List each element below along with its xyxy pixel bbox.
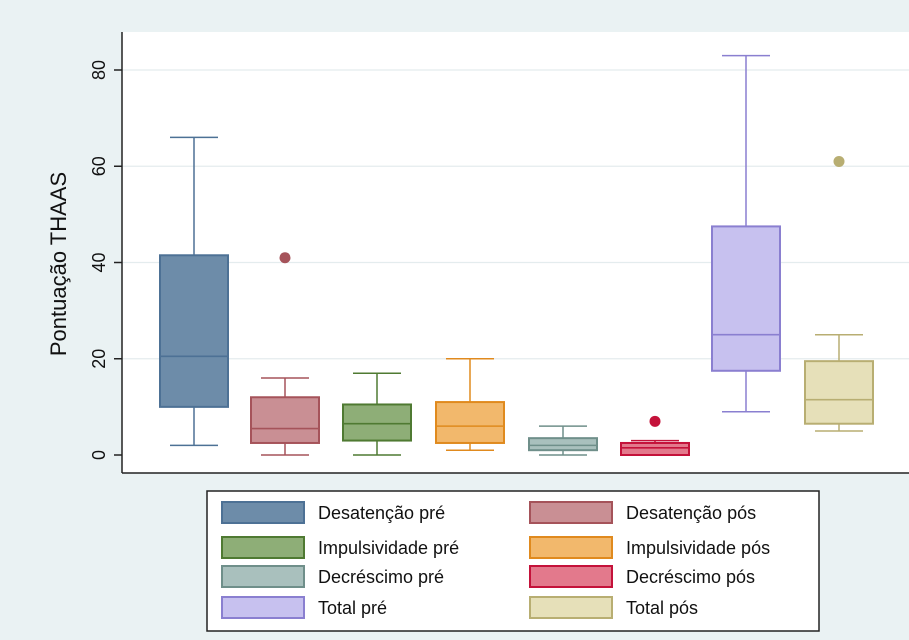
box-8 <box>804 155 874 432</box>
legend-label: Decréscimo pré <box>318 567 444 587</box>
legend-swatch <box>529 596 613 619</box>
iqr-box <box>528 437 598 452</box>
iqr-box <box>435 401 505 444</box>
outlier-point <box>279 252 291 264</box>
legend: Desatenção pré Desatenção pós Impulsividad… <box>221 501 770 619</box>
outlier-point <box>833 155 845 167</box>
box-2 <box>250 252 320 456</box>
legend-swatch <box>221 565 305 588</box>
legend-swatch <box>529 565 613 588</box>
legend-label: Impulsividade pré <box>318 538 459 558</box>
box-1 <box>159 136 229 447</box>
box-5 <box>528 425 598 456</box>
y-tick-label: 40 <box>89 252 109 272</box>
y-tick-label: 80 <box>89 60 109 80</box>
legend-label: Decréscimo pós <box>626 567 755 587</box>
y-tick-label: 0 <box>89 450 109 460</box>
legend-swatch <box>221 596 305 619</box>
legend-label: Total pré <box>318 598 387 618</box>
box-3 <box>342 372 412 456</box>
legend-label: Desatenção pós <box>626 503 756 523</box>
legend-swatch <box>529 536 613 559</box>
box-6 <box>620 415 690 456</box>
box-7 <box>711 54 781 413</box>
y-axis-label: Pontuação THAAS <box>46 172 71 356</box>
legend-swatch <box>529 501 613 524</box>
legend-label: Impulsividade pós <box>626 538 770 558</box>
y-tick-label: 20 <box>89 349 109 369</box>
legend-swatch <box>221 536 305 559</box>
iqr-box <box>159 254 229 408</box>
outlier-point <box>649 415 661 427</box>
y-tick-label: 60 <box>89 156 109 176</box>
legend-label: Total pós <box>626 598 698 618</box>
iqr-box <box>711 225 781 372</box>
y-axis: 0 20 40 60 80 <box>89 32 909 474</box>
legend-label: Desatenção pré <box>318 503 445 523</box>
iqr-box <box>342 403 412 442</box>
iqr-box <box>804 360 874 425</box>
boxes <box>159 54 874 456</box>
plot-area <box>122 32 909 473</box>
iqr-box <box>250 396 320 444</box>
box-4 <box>435 358 505 451</box>
legend-swatch <box>221 501 305 524</box>
legend-box <box>206 490 820 632</box>
iqr-box <box>620 441 690 456</box>
